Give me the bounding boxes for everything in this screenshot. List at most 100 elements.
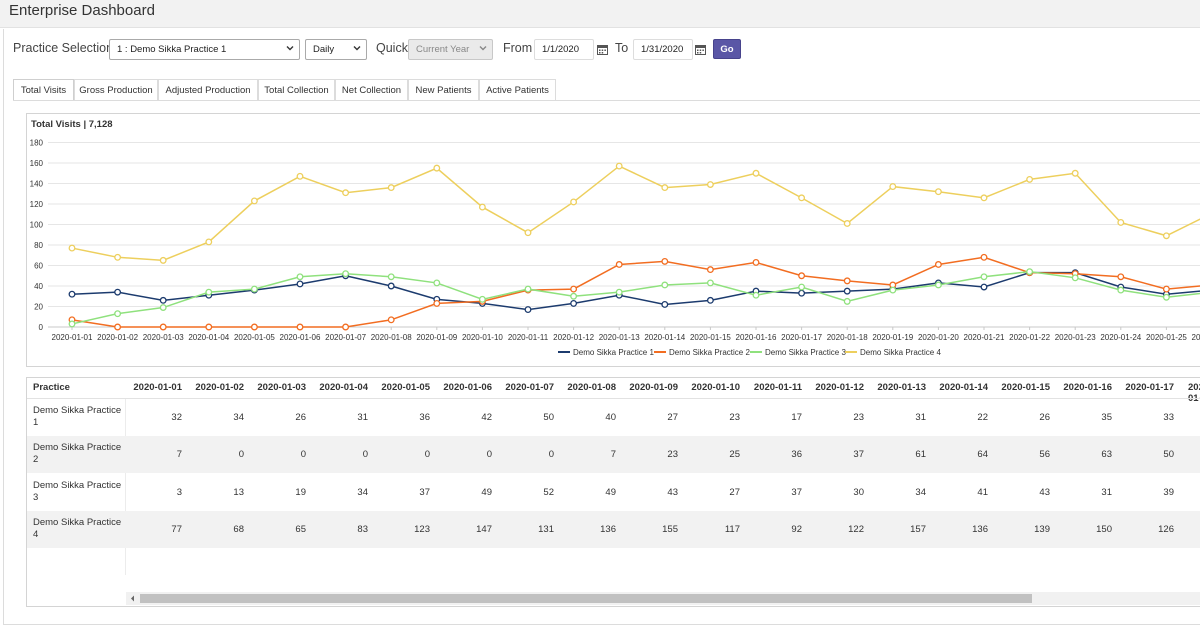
series-line-3	[71, 270, 1200, 325]
x-tick-label: 2020-01-07	[325, 333, 366, 342]
x-tick-label: 2020-01-04	[188, 333, 229, 342]
data-point	[706, 181, 714, 188]
data-point	[250, 197, 258, 205]
interval-select[interactable]: Daily	[305, 39, 367, 60]
data-point	[570, 292, 578, 300]
data-point	[433, 164, 441, 172]
tab-gross-production[interactable]: Gross Production	[74, 79, 158, 100]
table-header-date: 2020-01-12	[815, 382, 864, 393]
tab-adjusted-production[interactable]: Adjusted Production	[158, 79, 258, 100]
from-date-input[interactable]: 1/1/2020	[534, 39, 594, 60]
x-tick-label: 2020-01-14	[644, 333, 685, 342]
y-tick-label: 100	[30, 221, 44, 230]
table-cell: 157	[910, 524, 926, 535]
table-cell: 56	[1039, 449, 1050, 460]
tab-net-collection[interactable]: Net Collection	[335, 79, 408, 100]
data-point	[1117, 218, 1125, 226]
table-cell: 155	[662, 524, 678, 535]
table-header-date: 2020-01-10	[691, 382, 740, 393]
data-point	[661, 184, 669, 192]
data-point	[524, 229, 532, 237]
x-tick-label: 2020-01-10	[462, 333, 503, 342]
data-point	[250, 285, 258, 293]
to-date-input[interactable]: 1/31/2020	[633, 39, 693, 60]
data-point	[296, 323, 304, 331]
x-tick-label: 2020-01-24	[1100, 333, 1141, 342]
data-point	[1026, 175, 1034, 183]
dashboard-frame	[3, 29, 1200, 625]
table-cell: 37	[419, 487, 430, 498]
data-point	[661, 301, 669, 308]
x-tick-label: 2020-01-12	[553, 333, 594, 342]
table-header-date: 2020-01-04	[319, 382, 368, 393]
x-tick-label: 2020-01-23	[1055, 333, 1096, 342]
scroll-left-arrow-icon[interactable]	[128, 594, 137, 603]
table-cell: 36	[419, 412, 430, 423]
data-point	[752, 291, 760, 299]
data-point	[114, 253, 122, 261]
table-cell: 49	[605, 487, 616, 498]
practice-select[interactable]: 1 : Demo Sikka Practice 1	[109, 39, 300, 60]
data-point	[1071, 274, 1079, 282]
x-tick-label: 2020-01-01	[52, 333, 93, 342]
table-cell: 64	[977, 449, 988, 460]
data-point	[615, 261, 623, 268]
y-tick-label: 0	[39, 323, 44, 332]
column-divider	[125, 399, 126, 575]
quick-range-value: Current Year	[416, 44, 470, 55]
data-point	[114, 288, 122, 296]
tab-total-collection[interactable]: Total Collection	[258, 79, 335, 100]
data-point	[159, 323, 167, 331]
quick-label: Quick	[376, 41, 408, 55]
calendar-icon[interactable]	[597, 44, 608, 55]
x-tick-label: 2020-01-06	[280, 333, 321, 342]
data-point	[934, 261, 942, 268]
tab-total-visits[interactable]: Total Visits	[13, 79, 74, 100]
data-point	[980, 253, 988, 261]
table-cell: 27	[667, 412, 678, 423]
y-tick-label: 60	[34, 262, 43, 271]
table-cell: 26	[295, 412, 306, 423]
calendar-icon[interactable]	[695, 44, 706, 55]
go-button[interactable]: Go	[713, 39, 741, 59]
tab-active-patients[interactable]: Active Patients	[479, 79, 556, 100]
table-cell: 92	[791, 524, 802, 535]
table-row-background	[27, 436, 1200, 473]
x-tick-label: 2020-01-02	[97, 333, 138, 342]
table-cell: 49	[481, 487, 492, 498]
data-point	[934, 188, 942, 196]
table-cell: 37	[853, 449, 864, 460]
data-point	[843, 287, 851, 295]
data-point	[843, 220, 851, 227]
quick-range-select[interactable]: Current Year	[408, 39, 493, 60]
data-point	[843, 277, 851, 285]
data-point	[980, 194, 988, 202]
series-line-1	[71, 271, 1200, 311]
table-cell: 34	[915, 487, 926, 498]
table-header-date: 2020-01-09	[629, 382, 678, 393]
data-point	[250, 323, 258, 331]
tab-new-patients[interactable]: New Patients	[408, 79, 479, 100]
data-point	[752, 258, 760, 266]
table-header-date: 2020-01-03	[257, 382, 306, 393]
x-tick-label: 2020-01-16	[736, 333, 777, 342]
x-tick-label: 2020-01-21	[964, 333, 1005, 342]
table-cell: 7	[176, 449, 182, 460]
table-cell: 34	[233, 412, 244, 423]
to-label: To	[615, 41, 629, 55]
data-point	[752, 169, 760, 177]
data-point	[706, 266, 714, 274]
table-cell: 13	[233, 487, 244, 498]
scrollbar-thumb[interactable]	[140, 594, 1032, 603]
table-cell: 122	[848, 524, 864, 535]
data-point	[296, 280, 304, 288]
table-cell: 68	[233, 524, 244, 535]
x-tick-label: 2020-01-11	[508, 333, 549, 342]
table-header-date: 2020-01-16	[1063, 382, 1112, 393]
table-cell: 25	[729, 449, 740, 460]
table-header-date: 2020-01-18	[1188, 382, 1200, 404]
y-tick-label: 40	[34, 282, 43, 291]
table-header-date: 2020-01-15	[1001, 382, 1050, 393]
data-point	[478, 203, 486, 211]
x-tick-label: 2020-01-22	[1009, 333, 1050, 342]
